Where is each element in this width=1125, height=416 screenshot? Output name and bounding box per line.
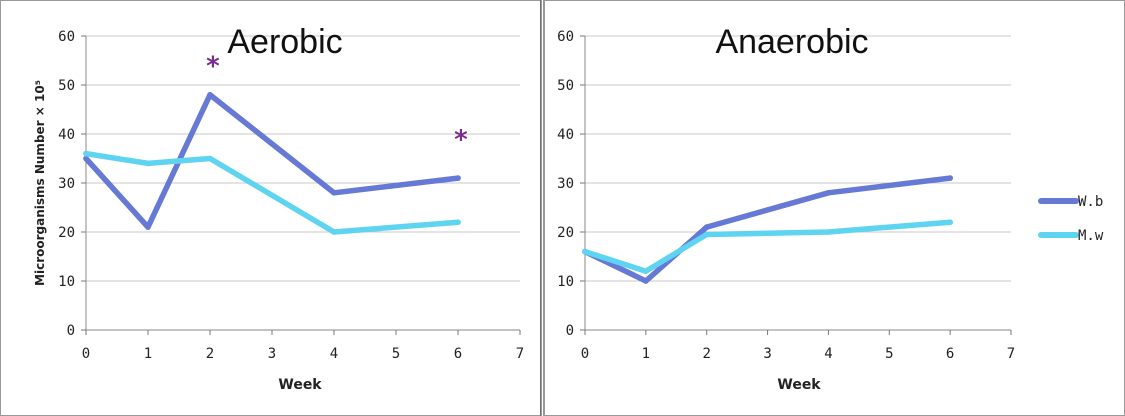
x-tick-label: 4	[330, 346, 338, 362]
data-point	[643, 278, 649, 284]
x-tick-label: 2	[702, 346, 710, 362]
data-point	[703, 224, 710, 230]
anaerobic-panel: 0 10 20 30 40 50 60 0 1 2 3 4 5 6 7 Week Anaerobic	[557, 23, 1015, 393]
y-tick-label: 50	[58, 78, 75, 94]
panel-title: Aerobic	[227, 23, 342, 61]
y-tick-label: 40	[58, 127, 75, 143]
data-point	[331, 190, 337, 196]
x-tick-label: 3	[268, 346, 276, 362]
x-tick-label: 7	[516, 346, 524, 362]
data-point	[145, 224, 151, 230]
data-point	[331, 229, 337, 235]
data-point	[455, 175, 461, 181]
y-tick-label: 30	[557, 176, 574, 192]
y-tick-label: 0	[67, 323, 75, 339]
data-point	[703, 231, 710, 238]
data-point	[207, 155, 213, 162]
legend-label: W.b	[1078, 194, 1103, 210]
panel-title: Anaerobic	[715, 23, 868, 61]
data-point	[145, 160, 151, 167]
y-tick-label: 10	[557, 274, 574, 290]
legend: W.b M.w	[1038, 194, 1104, 244]
x-tick-label: 1	[144, 346, 152, 362]
y-tick-label: 10	[58, 274, 75, 290]
legend-label: M.w	[1078, 228, 1104, 244]
significance-marker: *	[205, 52, 221, 82]
x-tick-label: 6	[454, 346, 462, 362]
data-point	[83, 150, 89, 157]
x-tick-label: 5	[392, 346, 400, 362]
data-point	[825, 190, 832, 196]
data-point	[947, 175, 953, 181]
x-tick-label: 0	[581, 346, 589, 362]
significance-marker: *	[453, 125, 469, 155]
y-tick-label: 60	[58, 29, 75, 45]
x-tick-label: 3	[763, 346, 771, 362]
y-tick-label: 30	[58, 176, 75, 192]
data-point	[83, 155, 89, 162]
y-tick-label: 0	[566, 323, 574, 339]
series-line-w-b	[582, 175, 953, 284]
x-tick-label: 7	[1007, 346, 1015, 362]
data-point	[825, 229, 832, 235]
data-point	[643, 268, 649, 275]
x-tick-label: 0	[82, 346, 90, 362]
x-tick-label: 6	[946, 346, 954, 362]
x-tick-label: 1	[642, 346, 650, 362]
data-point	[947, 219, 953, 225]
x-axis-label: Week	[777, 377, 821, 393]
frame-right	[544, 0, 1125, 416]
y-axis-label: Microorganisms Number × 10⁵	[33, 80, 47, 286]
y-tick-label: 40	[557, 127, 574, 143]
x-tick-label: 4	[824, 346, 832, 362]
x-tick-label: 2	[206, 346, 214, 362]
x-axis-label: Week	[278, 377, 322, 393]
y-tick-label: 60	[557, 29, 574, 45]
data-point	[455, 219, 461, 225]
y-tick-label: 20	[557, 225, 574, 241]
y-tick-label: 20	[58, 225, 75, 241]
data-point	[207, 92, 213, 98]
aerobic-panel: 0 10 20 30 40 50 60 0 1 2 3 4 5 6 7 Week Microorganisms …	[33, 23, 524, 393]
y-tick-label: 50	[557, 78, 574, 94]
series-line-m-w	[582, 219, 953, 274]
x-tick-label: 5	[885, 346, 893, 362]
data-point	[582, 248, 588, 255]
